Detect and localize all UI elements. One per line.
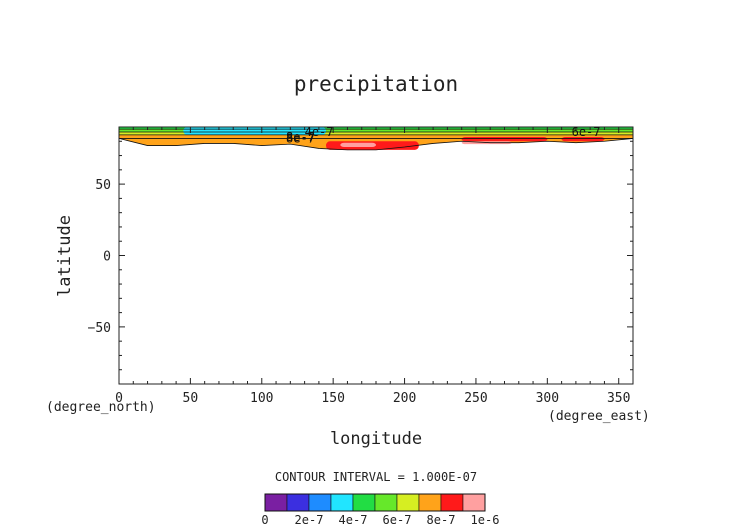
- y-axis-ticks: [119, 140, 633, 371]
- x-tick-label: 0: [115, 391, 123, 406]
- colorbar-label: 0: [261, 513, 268, 527]
- x-axis-tick-labels: 0 50 100 150 200 250 300 350: [115, 391, 630, 406]
- colorbar-swatch: [330, 493, 354, 512]
- y-axis-tick-labels: 50 0 −50: [88, 178, 111, 336]
- red-patch: [461, 136, 548, 142]
- y-axis-unit: (degree_north): [46, 400, 156, 415]
- colorbar-swatch: [440, 493, 464, 512]
- contour-interval-text: CONTOUR INTERVAL = 1.000E-07: [275, 470, 477, 484]
- plot-frame: [118, 126, 634, 385]
- y-tick-label: −50: [88, 321, 111, 336]
- colorbar-swatch: [352, 493, 376, 512]
- contour-labels: 4e-7 6e-78e-78e-7: [286, 125, 600, 146]
- x-tick-label: 350: [607, 391, 630, 406]
- contour-label: 4e-7: [305, 125, 334, 139]
- x-tick-label: 200: [393, 391, 416, 406]
- pink-patch: [340, 142, 376, 147]
- x-tick-label: 300: [536, 391, 559, 406]
- colorbar-labels: 0 2e-7 4e-7 6e-7 8e-7 1e-6: [261, 513, 499, 527]
- x-axis-unit: (degree_east): [548, 409, 650, 424]
- y-tick-label: 0: [103, 250, 111, 265]
- contour-label: 8e-7: [286, 130, 315, 144]
- colorbar-label: 2e-7: [295, 513, 324, 527]
- x-tick-label: 50: [183, 391, 199, 406]
- colorbar-frame: [264, 493, 486, 512]
- y-axis-label: latitude: [55, 215, 75, 297]
- x-tick-label: 250: [464, 391, 487, 406]
- colorbar-swatch: [418, 493, 442, 512]
- x-axis-ticks: [118, 127, 620, 384]
- x-axis-label: longitude: [330, 429, 422, 449]
- colorbar-label: 8e-7: [427, 513, 456, 527]
- y-tick-label: 50: [95, 178, 111, 193]
- colorbar-swatch: [286, 493, 310, 512]
- contour-band: [119, 134, 633, 139]
- contour-label: 6e-7: [572, 125, 601, 139]
- x-tick-label: 150: [321, 391, 344, 406]
- colorbar-label: 6e-7: [383, 513, 412, 527]
- colorbar-swatch: [374, 493, 398, 512]
- chart-title: precipitation: [294, 72, 458, 96]
- colorbar-label: 4e-7: [339, 513, 368, 527]
- contour-label: 8e-7: [286, 131, 315, 145]
- colorbar-swatch: [462, 493, 486, 512]
- colorbar-swatch: [264, 493, 288, 512]
- colorbar-label: 1e-6: [471, 513, 500, 527]
- colorbar: [264, 493, 486, 512]
- colorbar-swatch: [396, 493, 420, 512]
- colorbar-swatch: [308, 493, 332, 512]
- x-tick-label: 100: [250, 391, 273, 406]
- contour-line: [118, 138, 634, 151]
